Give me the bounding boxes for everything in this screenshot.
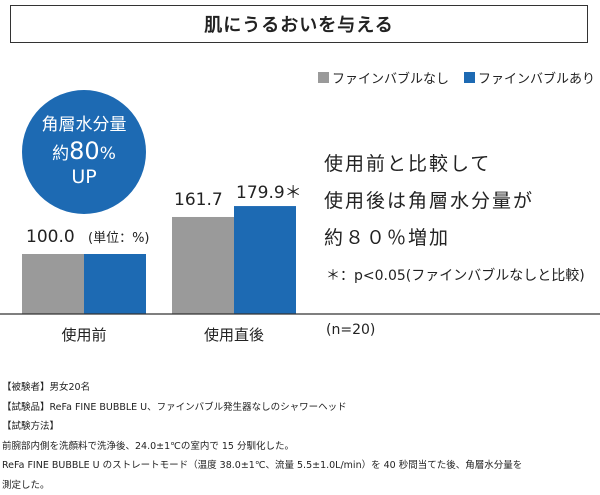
unit-label: (単位：%) <box>88 230 150 246</box>
summary-line: 使用後は角層水分量が <box>324 183 534 220</box>
method-line: 測定した。 <box>2 476 522 495</box>
bar-1-0 <box>172 217 234 314</box>
method-line: 前腕部内側を洗顔料で洗浄後、24.0±1℃の室内で 15 分馴化した。 <box>2 437 522 457</box>
summary-line: 使用前と比較して <box>324 146 534 183</box>
sample-size: (n=20) <box>326 322 375 338</box>
bar-0-1 <box>84 254 146 314</box>
bar-value-label: 161.7 <box>174 190 223 210</box>
bar-value-label: 179.9＊ <box>236 183 302 203</box>
legend-swatch <box>318 72 329 83</box>
badge-line3: UP <box>71 166 96 190</box>
legend-label: ファインバブルなし <box>332 71 449 87</box>
moisture-badge: 角層水分量 約80% UP <box>22 90 146 214</box>
significance-note: ＊：p<0.05(ファインバブルなしと比較) <box>326 265 585 285</box>
badge-prefix: 約 <box>52 144 69 164</box>
page-title: 肌にうるおいを与える <box>10 5 588 43</box>
badge-value: 80 <box>69 137 100 165</box>
badge-line1: 角層水分量 <box>42 115 127 136</box>
bar-0-0 <box>22 254 84 314</box>
method-line: 【試験方法】 <box>2 417 522 437</box>
legend-swatch <box>464 72 475 83</box>
test-method: 【被験者】男女20名 【試験品】ReFa FINE BUBBLE U、ファインバ… <box>2 378 522 495</box>
x-tick-label: 使用前 <box>61 326 106 344</box>
method-line: 【試験品】ReFa FINE BUBBLE U、ファインバブル発生器なしのシャワ… <box>2 398 522 418</box>
method-line: ReFa FINE BUBBLE U のストレートモード（温度 38.0±1℃、… <box>2 456 522 476</box>
summary-line: 約８０％増加 <box>324 220 534 257</box>
legend-label: ファインバブルあり <box>478 71 595 87</box>
bar-1-1 <box>234 206 296 314</box>
method-line: 【被験者】男女20名 <box>2 378 522 398</box>
bar-value-label: 100.0 <box>26 227 75 247</box>
summary-text: 使用前と比較して 使用後は角層水分量が 約８０％増加 <box>324 146 534 257</box>
badge-line2: 約80% <box>52 136 116 166</box>
x-tick-label: 使用直後 <box>204 326 264 344</box>
badge-unit: % <box>100 144 116 164</box>
